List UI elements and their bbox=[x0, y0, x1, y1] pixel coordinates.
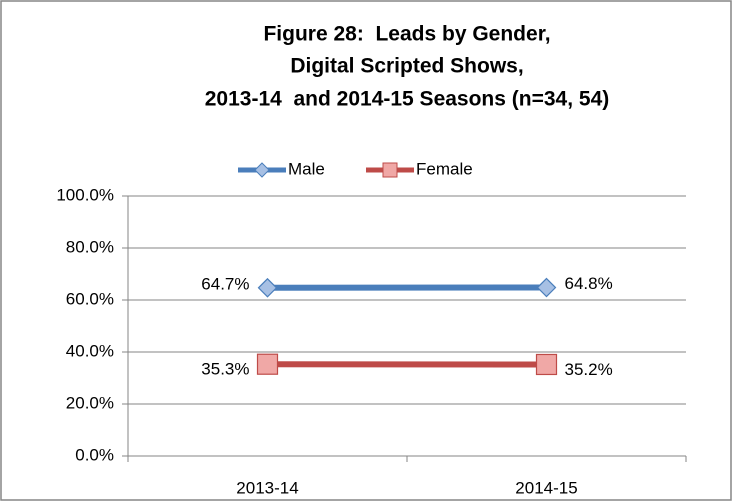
data-label: 64.8% bbox=[565, 274, 613, 293]
point bbox=[256, 353, 279, 375]
y-tick-label: 40.0% bbox=[66, 341, 114, 360]
point bbox=[257, 277, 278, 298]
data-label: 35.2% bbox=[565, 360, 613, 379]
data-label: 64.7% bbox=[201, 274, 249, 293]
legend-marker bbox=[382, 162, 398, 178]
chart-title: Digital Scripted Shows, bbox=[290, 55, 523, 78]
y-tick-label: 0.0% bbox=[75, 445, 114, 464]
data-label: 35.3% bbox=[201, 360, 249, 379]
x-tick-label: 2013-14 bbox=[236, 478, 298, 497]
y-tick-label: 60.0% bbox=[66, 289, 114, 308]
y-tick-label: 100.0% bbox=[56, 185, 114, 204]
legend-label: Male bbox=[288, 159, 325, 178]
y-tick-label: 80.0% bbox=[66, 237, 114, 256]
chart-title: Figure 28: Leads by Gender, bbox=[263, 23, 550, 46]
y-tick-label: 20.0% bbox=[66, 393, 114, 412]
point bbox=[536, 277, 557, 298]
legend-label: Female bbox=[416, 159, 473, 178]
chart-title: 2013-14 and 2014-15 Seasons (n=34, 54) bbox=[205, 88, 610, 111]
legend-marker bbox=[254, 162, 270, 178]
point bbox=[535, 353, 558, 376]
x-tick-label: 2014-15 bbox=[515, 478, 577, 497]
